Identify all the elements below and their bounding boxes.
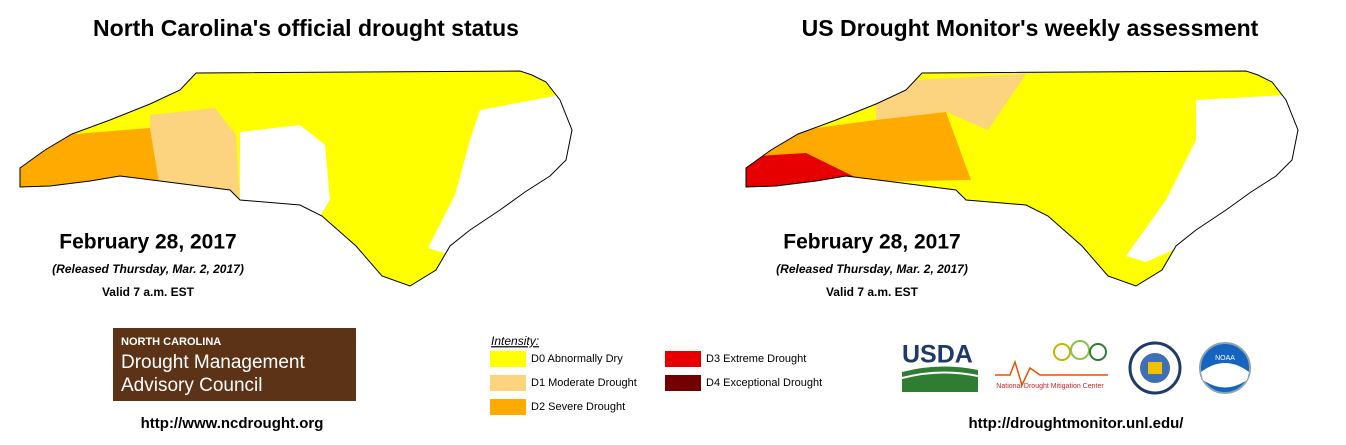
legend-swatch (490, 375, 526, 391)
logo-text: USDA (902, 341, 973, 369)
legend-label: D3 Extreme Drought (706, 353, 806, 365)
link[interactable]: http://droughtmonitor.unl.edu/ (969, 415, 1185, 432)
no-drought-area (240, 125, 330, 216)
legend-swatch (490, 399, 526, 415)
legend-swatch (665, 351, 701, 367)
release-note: (Released Thursday, Mar. 2, 2017) (52, 262, 244, 276)
logo-graphic (1089, 343, 1107, 361)
d2-area (20, 128, 162, 205)
legend-label: D2 Severe Drought (531, 401, 625, 413)
no-drought-area (428, 95, 572, 255)
logo-text: National Drought Mitigation Center (996, 383, 1104, 390)
commerce-seal (1128, 341, 1182, 395)
ndmc-logo: National Drought Mitigation Center (995, 340, 1108, 390)
logo-graphic (902, 366, 978, 392)
legend-title: Intensity: (491, 334, 539, 348)
no-drought-area (1126, 95, 1298, 262)
logo-graphic (995, 359, 1108, 388)
usda-logo: USDA (901, 341, 979, 392)
release-note: (Released Thursday, Mar. 2, 2017) (776, 262, 968, 276)
d1-area (876, 74, 1026, 130)
map-title: North Carolina's official drought status (93, 15, 519, 41)
logo-graphic (1070, 340, 1090, 360)
legend-label: D1 Moderate Drought (531, 377, 637, 389)
logo-graphic (1053, 343, 1071, 361)
map-date: February 28, 2017 (59, 231, 236, 254)
d1-area (150, 108, 240, 205)
valid-note: Valid 7 a.m. EST (826, 285, 919, 299)
logo-graphic (901, 371, 979, 379)
legend-label: D0 Abnormally Dry (531, 353, 623, 365)
valid-note: Valid 7 a.m. EST (102, 285, 195, 299)
noaa-logo: NOAA (1199, 342, 1251, 394)
logo-text: Advisory Council (121, 375, 263, 396)
legend: D0 Abnormally Dry D1 Moderate Drought D2 S… (490, 351, 822, 415)
council-logo (113, 328, 356, 401)
logo-graphic (1148, 362, 1162, 374)
logo-text: NORTH CAROLINA (121, 336, 221, 348)
map-title: US Drought Monitor's weekly assessment (802, 15, 1259, 41)
legend-swatch (490, 351, 526, 367)
legend-label: D4 Exceptional Drought (706, 377, 822, 389)
legend-swatch (665, 375, 701, 391)
logo-text: Drought Management (121, 352, 305, 373)
logo-graphic (1201, 363, 1249, 388)
map-date: February 28, 2017 (783, 231, 960, 254)
logo-text: NOAA (1215, 355, 1235, 362)
link[interactable]: http://www.ncdrought.org (141, 415, 324, 432)
